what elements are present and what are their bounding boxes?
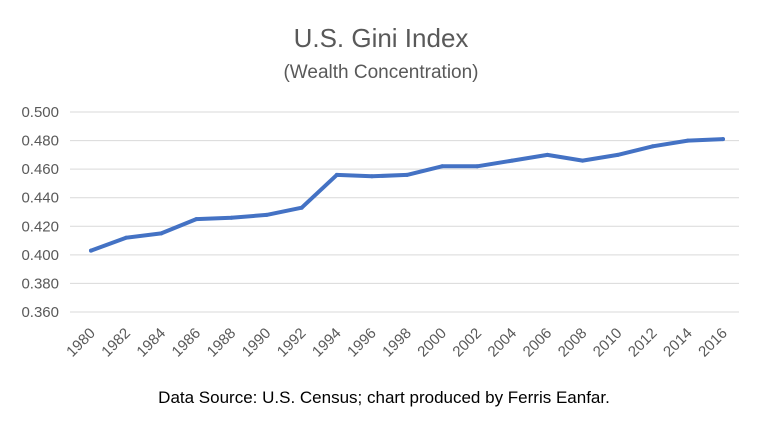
y-axis-tick-labels: 0.360 0.380 0.400 0.420 0.440 0.460 0.480 0.500 <box>21 104 59 321</box>
y-tick-label: 0.420 <box>21 218 59 235</box>
x-tick-label: 2016 <box>695 325 731 361</box>
x-tick-label: 1994 <box>309 325 345 361</box>
data-point <box>615 152 620 157</box>
chart-title: U.S. Gini Index <box>294 23 469 53</box>
data-point <box>334 172 339 177</box>
x-tick-label: 2002 <box>449 325 485 361</box>
series-line <box>89 137 725 253</box>
data-point <box>510 158 515 163</box>
data-point <box>685 138 690 143</box>
x-tick-label: 2000 <box>414 325 450 361</box>
data-point <box>440 164 445 169</box>
data-point <box>405 172 409 177</box>
x-tick-label: 2010 <box>590 325 626 361</box>
y-tick-label: 0.460 <box>21 161 59 178</box>
y-tick-label: 0.500 <box>21 104 59 121</box>
data-point <box>369 174 374 179</box>
x-tick-label: 2012 <box>625 325 661 361</box>
x-tick-label: 1998 <box>379 325 415 361</box>
data-point <box>650 144 655 149</box>
y-tick-label: 0.400 <box>21 247 59 264</box>
x-tick-label: 2014 <box>660 325 696 361</box>
x-tick-label: 1982 <box>98 325 134 361</box>
data-point <box>721 137 725 142</box>
x-tick-label: 1988 <box>204 325 240 361</box>
data-point <box>194 217 199 222</box>
data-point <box>89 248 93 253</box>
x-tick-label: 1980 <box>63 325 99 361</box>
x-tick-label: 2008 <box>555 325 591 361</box>
data-point <box>229 215 234 220</box>
x-tick-label: 1992 <box>274 325 310 361</box>
gridlines <box>70 111 739 313</box>
data-point <box>124 235 129 240</box>
x-tick-label: 1984 <box>133 325 169 361</box>
x-tick-label: 1990 <box>239 325 275 361</box>
y-tick-label: 0.360 <box>21 304 59 321</box>
data-point <box>159 231 164 236</box>
x-tick-label: 1996 <box>344 325 380 361</box>
x-axis-tick-labels: 1980 1982 1984 1986 1988 1990 1992 1994 1996 1998… <box>63 325 731 361</box>
series-layer <box>89 137 725 253</box>
data-point <box>580 158 585 163</box>
y-tick-label: 0.480 <box>21 133 59 150</box>
x-tick-label: 2004 <box>485 325 521 361</box>
data-point <box>545 152 550 157</box>
chart-subtitle: (Wealth Concentration) <box>283 62 478 83</box>
data-point <box>264 212 269 217</box>
x-tick-label: 1986 <box>169 325 205 361</box>
data-point <box>475 164 480 169</box>
x-tick-label: 2006 <box>520 325 556 361</box>
data-point <box>299 205 304 210</box>
y-tick-label: 0.380 <box>21 275 59 292</box>
y-tick-label: 0.440 <box>21 190 59 207</box>
source-note: Data Source: U.S. Census; chart produced… <box>158 388 610 407</box>
